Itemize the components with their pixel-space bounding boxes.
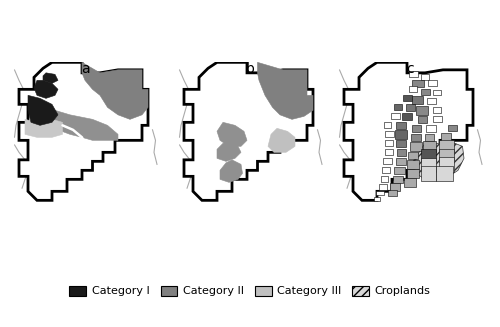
Bar [385,149,393,155]
Bar [412,125,420,132]
Bar [428,80,437,86]
Bar [390,113,400,119]
Bar [418,115,426,123]
Polygon shape [184,62,313,200]
Bar [420,166,436,181]
Bar [406,104,414,111]
Bar [421,74,429,80]
Bar [390,183,400,191]
Bar [381,176,388,182]
Bar [448,125,456,131]
Polygon shape [82,62,148,119]
Bar [407,160,419,169]
Bar [402,112,412,120]
Polygon shape [220,160,242,182]
Bar [382,167,390,173]
Polygon shape [344,62,473,200]
Polygon shape [25,119,62,137]
Text: c: c [406,62,414,76]
Bar [408,152,418,159]
Bar [420,149,436,161]
Bar [395,130,407,139]
Text: b: b [246,62,254,76]
Bar [407,169,419,178]
Bar [408,71,418,77]
Bar [411,134,421,141]
Bar [423,141,436,152]
Bar [409,86,417,92]
Bar [404,178,416,187]
Polygon shape [28,95,58,125]
Bar [433,90,441,95]
Bar [384,131,394,137]
Bar [383,158,392,164]
Polygon shape [217,140,241,161]
Polygon shape [217,122,247,146]
Polygon shape [40,110,118,140]
Polygon shape [258,62,313,119]
Polygon shape [34,80,58,98]
Bar [416,106,428,115]
Bar [438,140,454,152]
Bar [420,89,430,95]
Polygon shape [413,143,464,179]
Bar [402,95,411,101]
Bar [384,122,391,128]
Bar [394,104,402,110]
Bar [438,148,454,162]
Bar [433,107,441,113]
Bar [385,140,393,146]
Bar [393,176,403,183]
Bar [412,79,424,87]
Polygon shape [19,62,148,200]
Bar [380,184,387,190]
Bar [436,166,453,181]
Bar [374,197,380,201]
Bar [394,166,405,174]
Bar [432,116,442,122]
Legend: Category I, Category II, Category III, Croplands: Category I, Category II, Category III, C… [65,281,435,301]
Bar [410,142,422,151]
Bar [426,125,436,132]
Polygon shape [43,73,58,83]
Bar [412,96,423,104]
Bar [426,98,436,104]
Bar [396,148,406,156]
Bar [438,157,454,172]
Bar [376,191,384,195]
Bar [396,158,406,165]
Polygon shape [268,128,295,152]
Bar [420,158,436,171]
Bar [441,133,451,142]
Bar [396,122,406,129]
Text: a: a [80,62,90,76]
Bar [425,134,434,141]
Bar [396,140,406,147]
Bar [388,190,396,196]
